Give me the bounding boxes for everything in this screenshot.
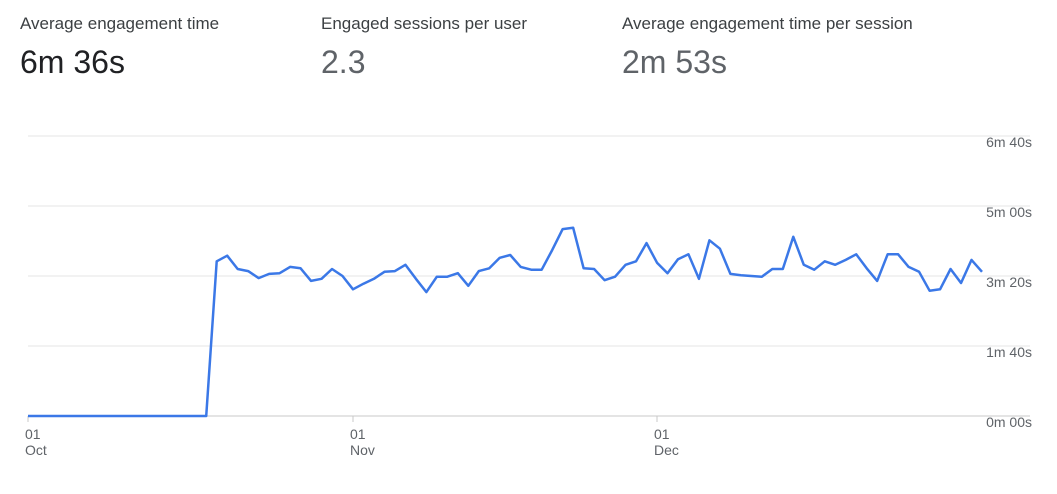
metric: Average engagement time per session 2m 53… xyxy=(622,14,913,81)
y-tick-label: 1m 40s xyxy=(986,344,1032,360)
metric-label: Engaged sessions per user xyxy=(321,14,528,33)
y-tick-label: 5m 00s xyxy=(986,204,1032,220)
y-tick-label: 6m 40s xyxy=(986,134,1032,150)
x-tick-label: 01 Oct xyxy=(25,426,47,458)
metric: Engaged sessions per user 2.3 xyxy=(321,14,527,81)
y-tick-label: 3m 20s xyxy=(986,274,1032,290)
x-tick-label: 01 Nov xyxy=(349,426,375,458)
line-series xyxy=(28,226,983,418)
metric-label: Average engagement time per session xyxy=(622,14,913,33)
y-tick-label: 0m 00s xyxy=(986,414,1032,430)
metric-label: Average engagement time xyxy=(20,14,220,33)
metric-value: 6m 36s xyxy=(20,44,125,80)
metric: Average engagement time 6m 36s xyxy=(20,14,219,81)
metric-value: 2.3 xyxy=(321,44,366,80)
metric-value: 2m 53s xyxy=(622,44,727,80)
x-tick-label: 01 Dec xyxy=(654,426,679,458)
